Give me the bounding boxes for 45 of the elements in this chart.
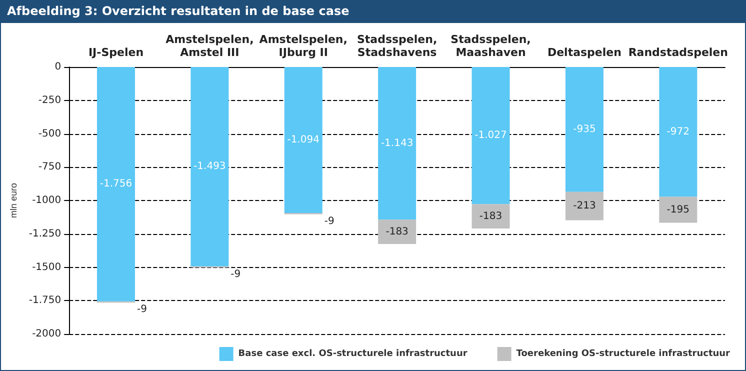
data-label: -183 xyxy=(386,226,408,238)
x-tick-label: Amstelspelen, IJburg II xyxy=(259,33,348,59)
x-tick-label: Randstadspelen xyxy=(628,46,728,59)
x-tick-label: Amstelspelen, Amstel III xyxy=(166,33,254,59)
data-label: -183 xyxy=(479,210,502,222)
bar xyxy=(284,67,322,214)
data-label: -1.094 xyxy=(287,134,320,146)
bar xyxy=(378,220,416,244)
x-tick-label: Stadsspelen, Stadshavens xyxy=(356,33,438,59)
chart-title: Afbeelding 3: Overzicht resultaten in de base case xyxy=(1,1,745,23)
y-tick-label: -250 xyxy=(38,94,62,106)
bar xyxy=(96,67,135,302)
data-label: -1.143 xyxy=(380,138,414,149)
y-axis-title: mln euro xyxy=(8,182,18,218)
x-tick-label: Deltaspelen xyxy=(547,46,622,59)
y-tick-label: -750 xyxy=(38,162,62,173)
bar xyxy=(659,196,698,223)
data-label: -9 xyxy=(324,216,334,227)
data-label: -213 xyxy=(573,200,596,212)
y-tick-label: -500 xyxy=(38,128,62,140)
bar xyxy=(565,192,604,220)
data-label: -9 xyxy=(230,269,241,280)
bar xyxy=(659,67,698,197)
data-label: -972 xyxy=(666,126,690,138)
bar xyxy=(190,67,229,266)
y-tick-label: 0 xyxy=(54,62,62,72)
legend-label: Toerekening OS-structurele infrastructuur xyxy=(516,349,731,359)
bar xyxy=(378,67,416,220)
y-tick-label: -1.250 xyxy=(28,228,62,240)
data-label: -9 xyxy=(136,304,147,316)
x-tick-label: IJ-Spelen xyxy=(88,46,144,59)
y-tick-label: -2000 xyxy=(32,328,62,340)
data-label: -935 xyxy=(573,124,596,135)
x-tick-label: Stadsspelen, Maashaven xyxy=(450,33,531,59)
data-label: -1.027 xyxy=(474,130,507,142)
data-label: -1.493 xyxy=(194,161,226,172)
bar xyxy=(472,67,510,204)
bar xyxy=(472,204,510,229)
y-tick-label: -1500 xyxy=(32,262,62,273)
y-tick-label: -1.750 xyxy=(28,295,62,306)
bar xyxy=(565,67,604,192)
data-label: -195 xyxy=(666,204,690,216)
data-label: -1.756 xyxy=(100,178,132,190)
legend-label: Base case excl. OS-structurele infrastructuur xyxy=(238,349,468,359)
y-tick-label: -1000 xyxy=(32,195,62,206)
